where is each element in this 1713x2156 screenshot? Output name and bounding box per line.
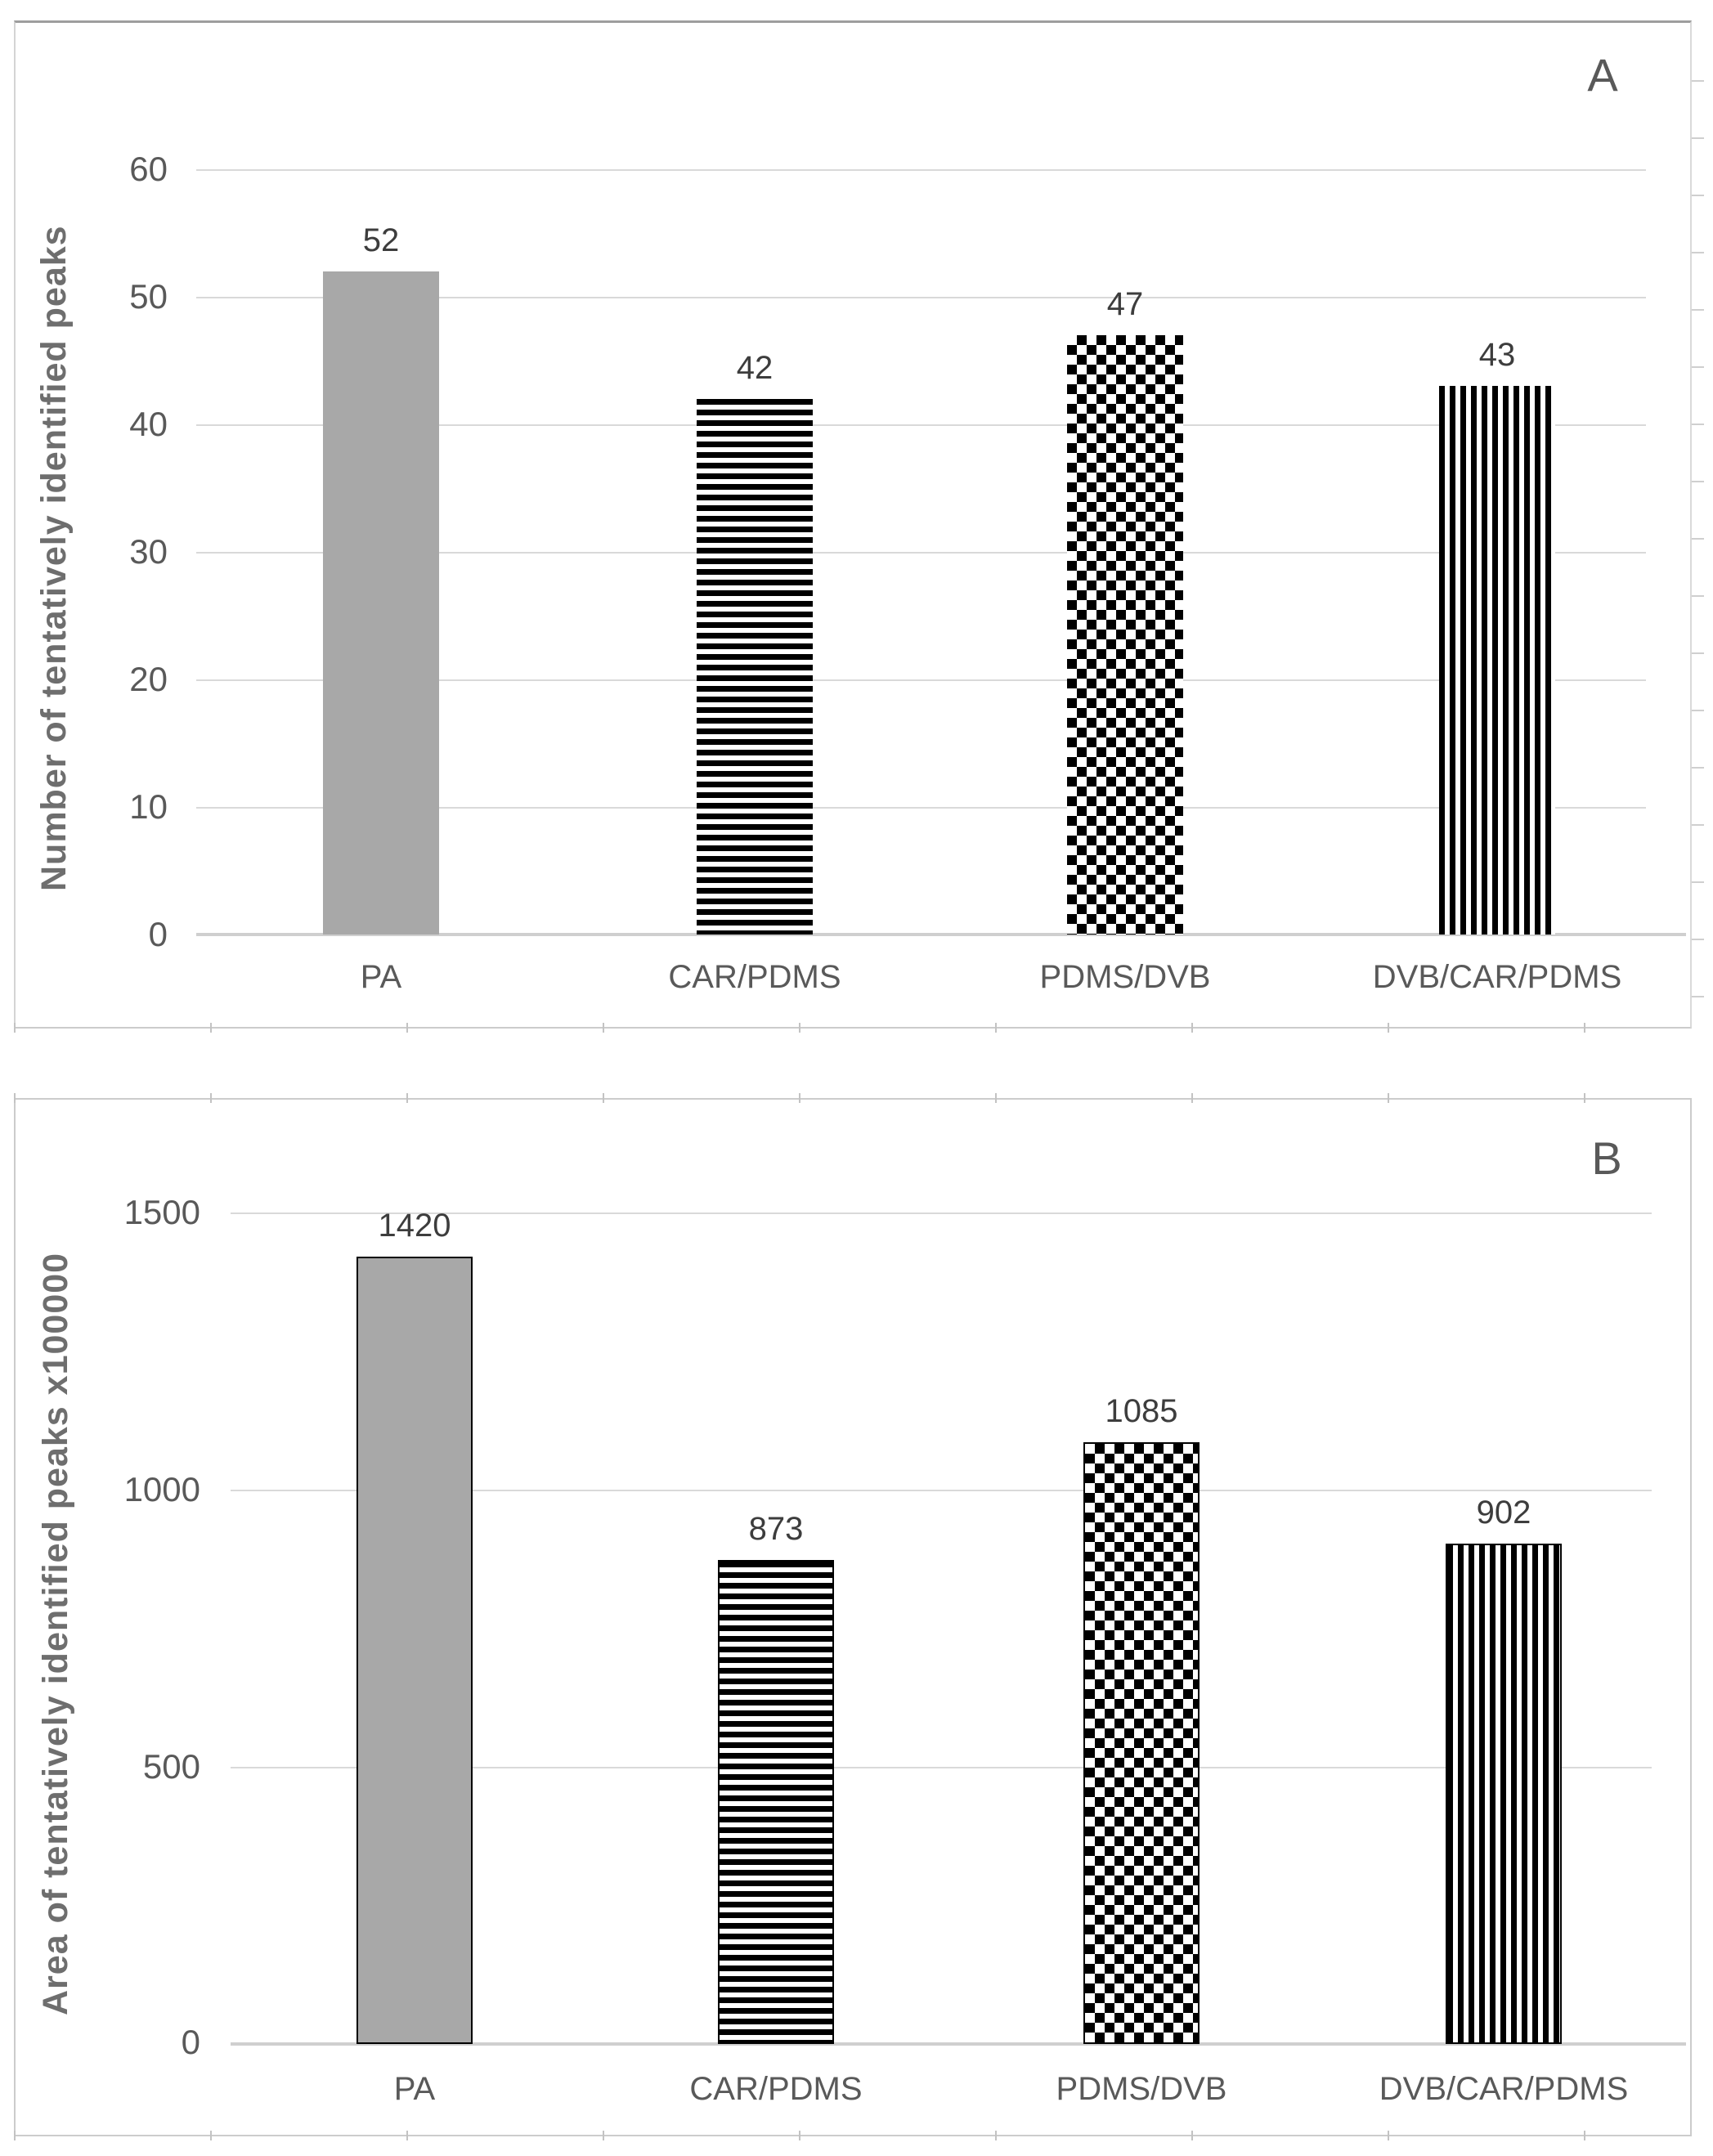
bar-car-pdms <box>718 1560 834 2044</box>
panel-b-letter: B <box>1591 1132 1622 1184</box>
x-category-label: CAR/PDMS <box>689 2071 863 2107</box>
bar-dvb-car-pdms <box>1439 386 1555 935</box>
y-tick-label: 30 <box>129 532 168 571</box>
panel-b-bottom-ticks <box>14 2131 1692 2140</box>
value-label: 1420 <box>378 1208 451 1244</box>
gridline <box>196 552 1646 554</box>
y-tick-label: 0 <box>148 915 168 953</box>
y-tick-label: 500 <box>142 1747 200 1786</box>
value-label: 52 <box>362 222 400 258</box>
x-axis-line <box>196 933 1686 936</box>
panel-a-right-ticks <box>1692 25 1704 1027</box>
bar-dvb-car-pdms <box>1446 1544 1562 2044</box>
value-label: 43 <box>1478 337 1516 373</box>
x-category-label: PA <box>360 959 402 995</box>
x-category-label: DVB/CAR/PDMS <box>1372 959 1622 995</box>
x-category-label: PA <box>393 2071 436 2107</box>
gridline <box>231 1767 1652 1768</box>
y-tick-label: 20 <box>129 660 168 698</box>
x-category-label: DVB/CAR/PDMS <box>1379 2071 1629 2107</box>
bar-pdms-dvb <box>1083 1442 1200 2044</box>
gridline <box>196 424 1646 426</box>
gridline <box>231 1212 1652 1214</box>
bar-pa <box>357 1257 473 2044</box>
x-category-label: CAR/PDMS <box>668 959 841 995</box>
y-tick-label: 60 <box>129 150 168 188</box>
y-tick-label: 40 <box>129 405 168 443</box>
y-tick-label: 10 <box>129 787 168 826</box>
panel-a-letter: A <box>1587 49 1618 101</box>
bar-pa <box>323 271 439 935</box>
bar-pdms-dvb <box>1067 335 1183 935</box>
y-tick-label: 50 <box>129 277 168 316</box>
x-category-label: PDMS/DVB <box>1056 2071 1227 2107</box>
value-label: 902 <box>1476 1495 1531 1531</box>
panel-b-top-ticks <box>14 1093 1692 1103</box>
gridline <box>231 1490 1652 1491</box>
y-tick-label: 1500 <box>123 1193 200 1231</box>
panel-b-y-axis-title: Area of tentatively identified peaks x10… <box>36 1252 75 2015</box>
gridline <box>196 679 1646 681</box>
panel-b-frame <box>14 1098 1692 2136</box>
value-label: 1085 <box>1105 1393 1178 1429</box>
y-tick-label: 1000 <box>123 1470 200 1508</box>
x-category-label: PDMS/DVB <box>1039 959 1211 995</box>
value-label: 47 <box>1106 286 1144 322</box>
panel-a-y-axis-title: Number of tentatively identified peaks <box>34 225 74 891</box>
bar-car-pdms <box>697 399 813 935</box>
gridline <box>196 169 1646 171</box>
x-axis-line <box>231 2042 1686 2046</box>
value-label: 873 <box>748 1511 804 1547</box>
value-label: 42 <box>736 350 774 386</box>
gridline <box>196 807 1646 809</box>
panel-a-bottom-ticks <box>14 1023 1692 1033</box>
y-tick-label: 0 <box>181 2023 200 2061</box>
gridline <box>196 297 1646 298</box>
